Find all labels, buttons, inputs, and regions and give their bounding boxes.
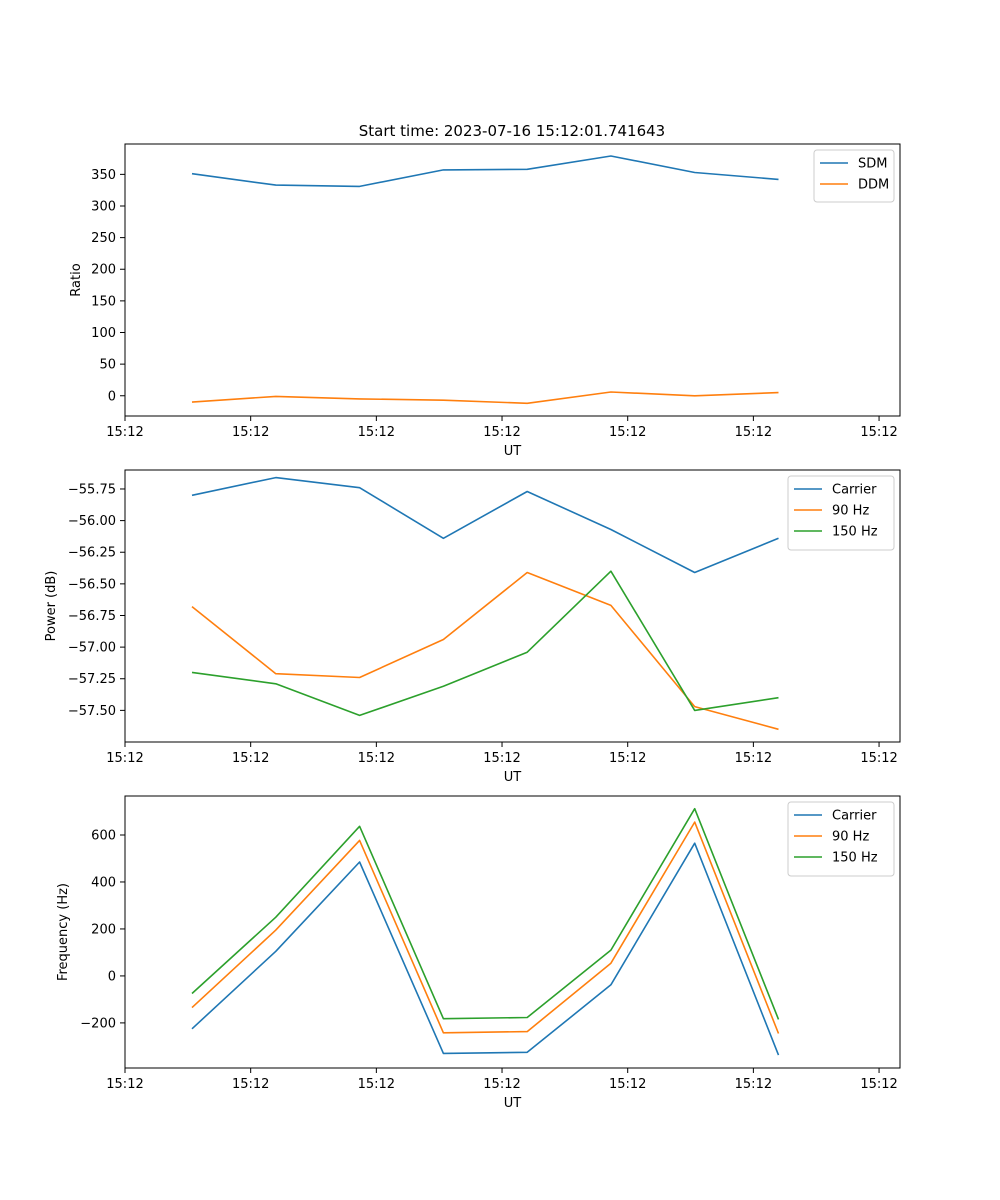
figure-title: Start time: 2023-07-16 15:12:01.741643 [359,122,665,140]
x-tick-label: 15:12 [483,425,520,440]
x-tick-label: 15:12 [232,751,269,766]
legend-entry: 150 Hz [832,525,878,540]
legend: Carrier 90 Hz 150 Hz [787,475,895,551]
y-tick-label: −57.25 [68,672,116,687]
plot-frame [124,143,901,417]
y-tick-label: 600 [91,828,116,843]
x-tick-label: 15:12 [860,751,897,766]
y-axis-label: Frequency (Hz) [56,883,71,981]
series-line-150-hz [191,570,779,717]
x-tick-label: 15:12 [860,425,897,440]
x-tick-label: 15:12 [358,751,395,766]
legend-entry: 90 Hz [832,830,869,845]
x-tick-label: 15:12 [358,1077,395,1092]
x-tick-label: 15:12 [232,1077,269,1092]
series-line-carrier [191,476,779,574]
series-line-carrier [191,842,780,1056]
x-tick-label: 15:12 [609,1077,646,1092]
y-tick-label: 150 [91,294,116,309]
plot-frame [124,795,901,1069]
chart-1: 15:12 15:12 15:12 15:12 15:12 15:12 15:12 0 50 10… [69,143,901,459]
series-line-90-hz [191,571,779,731]
y-tick-label: 0 [108,969,116,984]
plot-frame [124,469,901,743]
x-tick-label: 15:12 [735,1077,772,1092]
x-tick-label: 15:12 [106,751,143,766]
y-tick-label: 100 [91,326,116,341]
y-tick-label: 200 [91,922,116,937]
y-tick-label: 300 [91,199,116,214]
x-tick-label: 15:12 [232,425,269,440]
y-tick-label: 50 [99,358,116,373]
legend-entry: SDM [858,157,887,172]
y-tick-label: 400 [91,875,116,890]
y-axis-label: Power (dB) [44,571,59,642]
y-tick-label: −200 [80,1016,116,1031]
series-line-ddm [191,391,779,405]
y-tick-label: 350 [91,168,116,183]
x-tick-label: 15:12 [358,425,395,440]
y-tick-label: 0 [108,389,116,404]
series-line-90-hz [191,821,780,1034]
x-tick-label: 15:12 [609,751,646,766]
legend-entry: Carrier [832,809,877,824]
y-tick-label: −57.50 [68,704,116,719]
x-tick-label: 15:12 [483,751,520,766]
legend: Carrier 90 Hz 150 Hz [787,801,895,877]
x-axis-label: UT [504,444,522,459]
x-tick-label: 15:12 [106,425,143,440]
legend-entry: 150 Hz [832,851,878,866]
x-tick-label: 15:12 [106,1077,143,1092]
legend: SDM DDM [813,149,895,203]
y-tick-label: 200 [91,263,116,278]
x-tick-label: 15:12 [735,751,772,766]
chart-2: 15:12 15:12 15:12 15:12 15:12 15:12 15:12 −55.7… [44,469,901,785]
x-tick-label: 15:12 [483,1077,520,1092]
series-line-sdm [191,155,779,188]
x-tick-label: 15:12 [609,425,646,440]
x-tick-label: 15:12 [735,425,772,440]
y-axis-label: Ratio [69,263,84,296]
legend-entry: Carrier [832,483,877,498]
y-tick-label: −56.75 [68,609,116,624]
series-line-150-hz [191,807,780,1020]
y-tick-label: −57.00 [68,641,116,656]
legend-entry: DDM [858,178,889,193]
x-tick-label: 15:12 [860,1077,897,1092]
x-axis-label: UT [504,770,522,785]
legend-entry: 90 Hz [832,504,869,519]
x-axis-label: UT [504,1096,522,1111]
y-tick-label: −56.25 [68,546,116,561]
y-tick-label: −56.00 [68,514,116,529]
chart-3: 15:12 15:12 15:12 15:12 15:12 15:12 15:12 −200 0… [56,795,901,1111]
y-tick-label: 250 [91,231,116,246]
y-tick-label: −55.75 [68,482,116,497]
y-tick-label: −56.50 [68,577,116,592]
